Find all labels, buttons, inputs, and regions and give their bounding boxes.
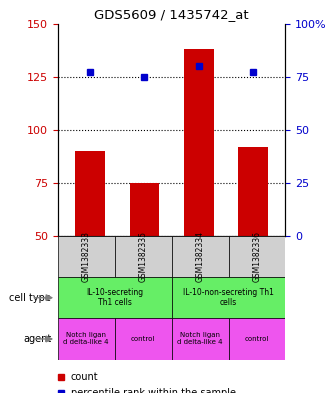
- Text: GSM1382336: GSM1382336: [252, 231, 261, 282]
- Bar: [130, 183, 159, 236]
- Bar: [184, 49, 214, 236]
- Text: agent: agent: [23, 334, 51, 344]
- Bar: [115, 318, 172, 360]
- Text: GSM1382335: GSM1382335: [139, 231, 148, 282]
- Text: control: control: [245, 336, 269, 342]
- Text: IL-10-secreting
Th1 cells: IL-10-secreting Th1 cells: [86, 288, 143, 307]
- Text: control: control: [131, 336, 155, 342]
- Bar: [172, 236, 228, 277]
- Title: GDS5609 / 1435742_at: GDS5609 / 1435742_at: [94, 8, 249, 21]
- Text: Notch ligan
d delta-like 4: Notch ligan d delta-like 4: [177, 332, 223, 345]
- Text: GSM1382333: GSM1382333: [82, 231, 91, 282]
- Bar: [58, 318, 115, 360]
- Bar: [58, 277, 172, 318]
- Bar: [58, 236, 115, 277]
- Bar: [238, 147, 268, 236]
- Text: percentile rank within the sample: percentile rank within the sample: [71, 388, 236, 393]
- Text: GSM1382334: GSM1382334: [196, 231, 205, 282]
- Bar: [172, 277, 285, 318]
- Bar: [115, 236, 172, 277]
- Text: cell type: cell type: [9, 293, 51, 303]
- Text: Notch ligan
d delta-like 4: Notch ligan d delta-like 4: [63, 332, 109, 345]
- Text: IL-10-non-secreting Th1
cells: IL-10-non-secreting Th1 cells: [183, 288, 274, 307]
- Bar: [228, 236, 285, 277]
- Bar: [228, 318, 285, 360]
- Text: count: count: [71, 372, 99, 382]
- Bar: [75, 151, 105, 236]
- Bar: [172, 318, 228, 360]
